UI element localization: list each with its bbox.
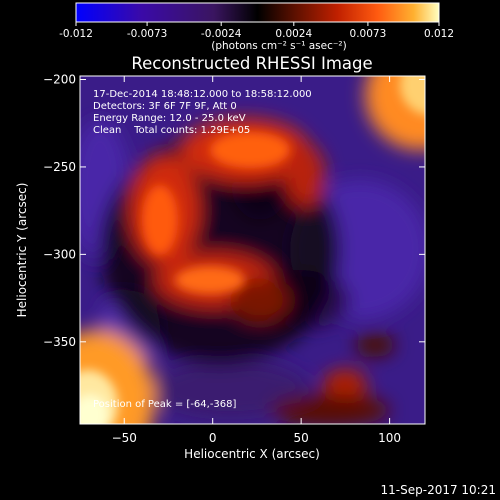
x-axis-label: Heliocentric X (arcsec) bbox=[184, 447, 320, 461]
colorbar-tick-label: 0.0024 bbox=[275, 28, 312, 40]
colorbar bbox=[75, 2, 440, 23]
colorbar-tick-label: -0.012 bbox=[59, 28, 93, 40]
x-tick-label: 50 bbox=[294, 431, 309, 445]
x-tick-label: −50 bbox=[112, 431, 137, 445]
chart-title: Reconstructed RHESSI Image bbox=[131, 54, 372, 73]
colorbar-ticks: -0.012 -0.0073 -0.0024 0.0024 0.0073 0.012 bbox=[59, 22, 454, 40]
annotation-energy-range: Energy Range: 12.0 - 25.0 keV bbox=[93, 113, 246, 124]
colorbar-tick-label: -0.0073 bbox=[127, 28, 168, 40]
annotations: 17-Dec-2014 18:48:12.000 to 18:58:12.000… bbox=[93, 89, 312, 410]
y-tick-label: −200 bbox=[43, 72, 76, 86]
y-axis: −200 −250 −300 −350 bbox=[43, 72, 425, 349]
annotation-time-range: 17-Dec-2014 18:48:12.000 to 18:58:12.000 bbox=[93, 89, 312, 100]
plot-frame bbox=[79, 75, 426, 425]
colorbar-unit-label: (photons cm⁻² s⁻¹ asec⁻²) bbox=[211, 40, 346, 52]
y-tick-label: −350 bbox=[43, 335, 76, 349]
colorbar-tick-label: 0.012 bbox=[424, 28, 454, 40]
annotation-detectors: Detectors: 3F 6F 7F 9F, Att 0 bbox=[93, 101, 237, 112]
y-tick-label: −300 bbox=[43, 247, 76, 261]
y-tick-label: −250 bbox=[43, 160, 76, 174]
y-axis-label: Heliocentric Y (arcsec) bbox=[15, 183, 29, 318]
colorbar-tick-label: 0.0073 bbox=[350, 28, 387, 40]
x-tick-label: 100 bbox=[378, 431, 401, 445]
peak-position-label: Position of Peak = [-64,-368] bbox=[93, 399, 237, 410]
x-tick-label: 0 bbox=[209, 431, 217, 445]
timestamp: 11-Sep-2017 10:21 bbox=[381, 483, 496, 497]
annotation-total-counts: Clean Total counts: 1.29E+05 bbox=[93, 125, 250, 136]
colorbar-tick-label: -0.0024 bbox=[201, 28, 242, 40]
heatmap-image bbox=[80, 76, 425, 424]
x-axis: −50 0 50 100 bbox=[112, 76, 401, 445]
